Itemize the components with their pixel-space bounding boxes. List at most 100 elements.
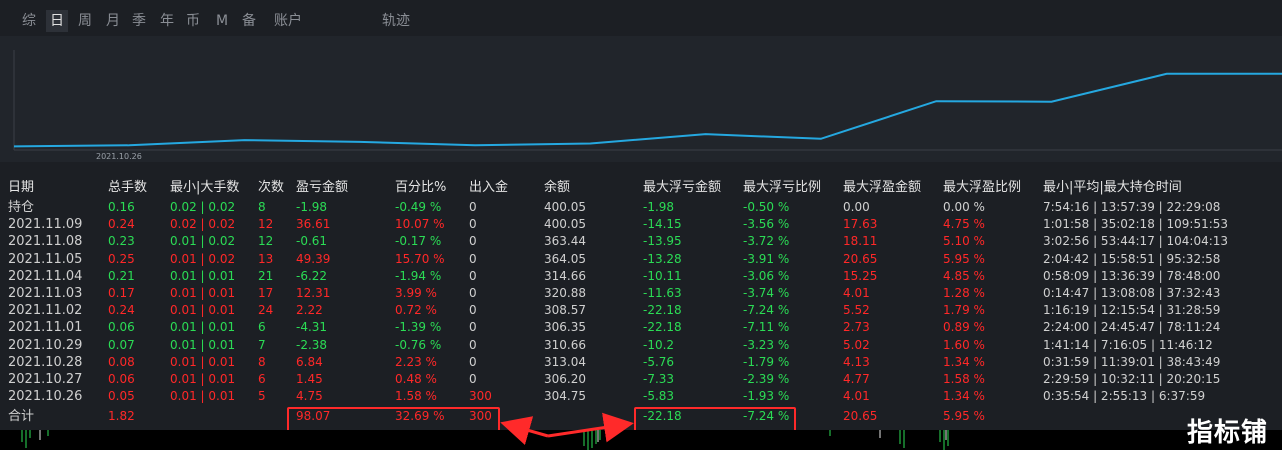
cell-max-drawdown: -5.76 (643, 354, 675, 369)
cell-lots: 0.08 (108, 354, 135, 369)
total-max-profit-pct: 5.95 % (943, 409, 985, 423)
tab-4[interactable]: 季 (132, 13, 146, 29)
cell-min-max-lots: 0.02 | 0.02 (170, 217, 236, 232)
cell-flow: 0 (469, 200, 477, 214)
cell-balance: 320.88 (544, 286, 586, 300)
total-max-profit: 20.65 (843, 409, 878, 423)
cell-lots: 0.17 (108, 286, 135, 300)
cell-date: 2021.10.29 (8, 337, 83, 353)
cell-lots: 0.06 (108, 320, 135, 335)
cell-max-drawdown: -22.18 (643, 320, 682, 335)
cell-min-max-lots: 0.01 | 0.01 (170, 389, 236, 404)
cell-min-max-lots: 0.01 | 0.02 (170, 234, 236, 249)
tab-3[interactable]: 月 (106, 13, 120, 29)
cell-lots: 0.21 (108, 268, 135, 283)
cell-min-max-lots: 0.01 | 0.01 (170, 320, 236, 335)
tab-10[interactable]: 轨迹 (382, 13, 410, 29)
cell-flow: 0 (469, 337, 477, 352)
cell-lots: 0.24 (108, 303, 135, 318)
cell-balance: 364.05 (544, 251, 586, 266)
watermark-logo: 指标铺 (1186, 418, 1268, 448)
cell-lots: 0.16 (108, 200, 135, 214)
cell-pnl: -4.31 (296, 320, 328, 335)
cell-max-drawdown: -1.98 (643, 200, 675, 214)
cell-count: 24 (258, 303, 274, 318)
table-row: 2021.11.08 0.23 0.01 | 0.02 12 -0.61 -0.17 % 0… (0, 234, 1282, 249)
cell-balance: 308.57 (544, 303, 586, 318)
cell-balance: 400.05 (544, 217, 586, 232)
cell-hold-time: 1:41:14 | 7:16:05 | 11:46:12 (1043, 337, 1213, 352)
cell-count: 6 (258, 372, 266, 386)
cell-pct: -0.49 % (395, 200, 442, 214)
cell-hold-time: 0:31:59 | 11:39:01 | 38:43:49 (1043, 354, 1221, 369)
cell-flow: 300 (469, 389, 492, 404)
cell-hold-time: 0:58:09 | 13:36:39 | 78:48:00 (1043, 268, 1221, 283)
total-pct: 32.69 % (395, 409, 445, 423)
cell-balance: 400.05 (544, 200, 586, 214)
cell-max-drawdown: -10.11 (643, 268, 682, 283)
cell-balance: 314.66 (544, 268, 586, 283)
total-flow: 300 (469, 409, 492, 423)
table-row: 2021.10.29 0.07 0.01 | 0.01 7 -2.38 -0.76 % 0 3… (0, 338, 1282, 353)
cell-max-profit-pct: 5.10 % (943, 234, 985, 249)
tab-2[interactable]: 周 (78, 13, 92, 29)
report-panel: 综日周月季年币 M 备 账户 轨迹 2021.10.26 日期 总手数 最小|大手数 次数 盈亏… (0, 0, 1282, 437)
cell-date: 2021.11.08 (8, 234, 83, 250)
cell-max-profit: 4.13 (843, 354, 870, 369)
tab-8[interactable]: 备 (242, 13, 256, 29)
cell-max-profit: 4.77 (843, 372, 870, 386)
table-row: 2021.10.28 0.08 0.01 | 0.01 8 6.84 2.23 % 0 313… (0, 355, 1282, 370)
cell-pct: -1.94 % (395, 268, 442, 283)
cell-pct: 3.99 % (395, 286, 437, 300)
tab-bar: 综日周月季年币 M 备 账户 轨迹 (0, 0, 1282, 36)
cell-pct: 15.70 % (395, 251, 445, 266)
header-max-profit-pct: 最大浮盈比例 (943, 180, 1022, 195)
cell-date: 2021.10.28 (8, 354, 83, 370)
tab-7[interactable]: M (216, 13, 229, 29)
cell-max-drawdown-pct: -1.93 % (743, 389, 790, 404)
cell-max-profit-pct: 1.58 % (943, 372, 985, 386)
cell-max-profit-pct: 0.00 % (943, 200, 985, 214)
tab-1[interactable]: 日 (46, 10, 68, 32)
cell-pct: 0.48 % (395, 372, 437, 386)
cell-hold-time: 3:02:56 | 53:44:17 | 104:04:13 (1043, 234, 1229, 249)
cell-max-profit-pct: 1.79 % (943, 303, 985, 318)
header-flow: 出入金 (469, 180, 509, 195)
cell-max-drawdown: -5.83 (643, 389, 675, 404)
cell-max-drawdown-pct: -1.79 % (743, 354, 790, 369)
cell-flow: 0 (469, 268, 477, 283)
header-date: 日期 (8, 180, 35, 195)
header-balance: 余额 (544, 180, 571, 195)
cell-hold-time: 1:16:19 | 12:15:54 | 31:28:59 (1043, 303, 1221, 318)
cell-date: 持仓 (8, 200, 35, 215)
cell-min-max-lots: 0.01 | 0.01 (170, 337, 236, 352)
tab-0[interactable]: 综 (22, 13, 36, 29)
cell-pnl: 12.31 (296, 286, 331, 300)
cell-max-profit: 5.52 (843, 303, 870, 318)
cell-date: 2021.11.04 (8, 268, 83, 284)
cell-max-profit: 2.73 (843, 320, 870, 335)
cell-hold-time: 0:14:47 | 13:08:08 | 37:32:43 (1043, 286, 1221, 300)
cell-max-profit: 17.63 (843, 217, 878, 232)
cell-max-drawdown-pct: -3.91 % (743, 251, 790, 266)
cell-max-drawdown-pct: -3.74 % (743, 286, 790, 300)
tab-9[interactable]: 账户 (274, 13, 302, 29)
header-max-profit: 最大浮盈金额 (843, 180, 922, 195)
total-row: 合计 1.82 98.07 32.69 % 300 -22.18 -7.24 %… (0, 408, 1282, 425)
table-row: 2021.11.02 0.24 0.01 | 0.01 24 2.22 0.72 % 0 30… (0, 303, 1282, 318)
cell-max-drawdown-pct: -2.39 % (743, 372, 790, 386)
table-row: 2021.11.05 0.25 0.01 | 0.02 13 49.39 15.70 % 0… (0, 252, 1282, 267)
cell-date: 2021.10.27 (8, 372, 83, 387)
cell-date: 2021.11.01 (8, 320, 83, 336)
cell-max-drawdown-pct: -3.23 % (743, 337, 790, 352)
cell-max-profit: 4.01 (843, 286, 870, 300)
tab-6[interactable]: 币 (186, 13, 200, 29)
cell-flow: 0 (469, 303, 477, 318)
tab-5[interactable]: 年 (160, 13, 174, 29)
cell-flow: 0 (469, 320, 477, 335)
cell-max-drawdown-pct: -0.50 % (743, 200, 790, 214)
cell-balance: 304.75 (544, 389, 586, 404)
table-row: 持仓 0.16 0.02 | 0.02 8 -1.98 -0.49 % 0 400.05 -1.… (0, 200, 1282, 215)
cell-max-drawdown: -13.95 (643, 234, 682, 249)
